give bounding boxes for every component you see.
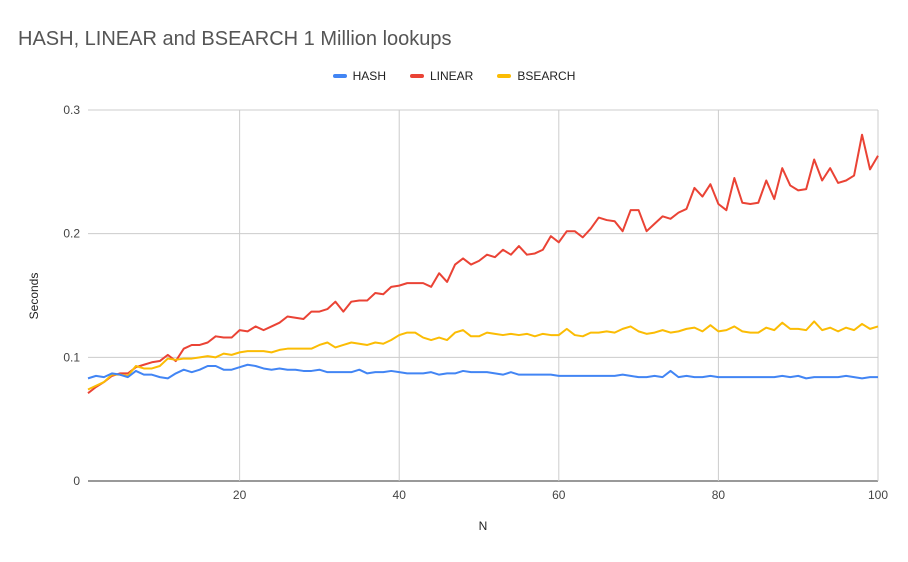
y-tick-label: 0.1 xyxy=(63,350,80,364)
series-lines xyxy=(87,133,879,394)
chart-title: HASH, LINEAR and BSEARCH 1 Million looku… xyxy=(18,28,452,50)
legend-item-bsearch[interactable]: BSEARCH xyxy=(497,69,575,83)
x-tick-label: 80 xyxy=(712,488,726,502)
legend-label-linear: LINEAR xyxy=(429,69,474,83)
legend-swatch-linear xyxy=(409,74,424,78)
y-axis-ticks: 0 0.1 0.2 0.3 xyxy=(63,103,80,488)
legend-swatch-hash xyxy=(332,74,347,78)
series-line-hash xyxy=(87,363,878,380)
gridlines xyxy=(88,109,879,482)
x-axis-label: N xyxy=(479,519,488,533)
legend-swatch-bsearch xyxy=(497,74,512,78)
series-line-bsearch xyxy=(87,320,879,391)
y-tick-label: 0.3 xyxy=(63,103,80,117)
legend-label-hash: HASH xyxy=(352,69,386,83)
legend: HASH LINEAR BSEARCH xyxy=(0,69,908,83)
legend-label-bsearch: BSEARCH xyxy=(517,69,576,83)
x-axis-ticks: 20 40 60 80 100 xyxy=(233,488,888,502)
x-tick-label: 60 xyxy=(552,488,566,502)
legend-item-hash[interactable]: HASH xyxy=(332,69,386,83)
y-tick-label: 0.2 xyxy=(63,227,80,241)
x-tick-label: 100 xyxy=(868,488,888,502)
y-tick-label: 0 xyxy=(73,474,80,488)
x-tick-label: 20 xyxy=(233,488,247,502)
x-tick-label: 40 xyxy=(393,488,407,502)
y-axis-label: Seconds xyxy=(27,273,41,320)
series-line-linear xyxy=(87,133,879,394)
legend-item-linear[interactable]: LINEAR xyxy=(409,69,474,83)
